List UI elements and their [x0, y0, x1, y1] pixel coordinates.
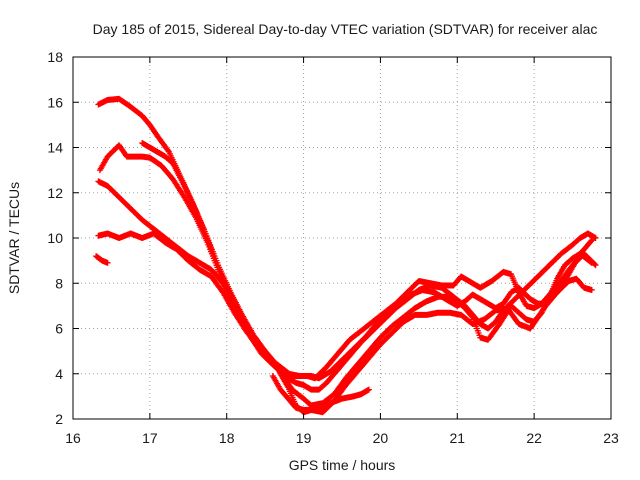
y-tick-label: 12 — [47, 185, 63, 201]
x-tick-label: 23 — [603, 430, 619, 446]
x-tick-label: 21 — [449, 430, 465, 446]
axis-ticks — [72, 56, 612, 420]
x-tick-label: 19 — [296, 430, 312, 446]
series-markers — [95, 230, 595, 382]
y-tick-label: 4 — [55, 366, 63, 382]
grid-lines — [73, 57, 611, 419]
chart-title: Day 185 of 2015, Sidereal Day-to-day VTE… — [93, 21, 598, 37]
series-track-7 — [93, 253, 111, 266]
series-track-5 — [139, 140, 595, 416]
data-series — [93, 95, 599, 416]
x-tick-labels: 16 17 18 19 20 21 22 23 — [65, 430, 619, 446]
y-tick-label: 2 — [55, 411, 63, 427]
series-track-6 — [269, 373, 372, 413]
y-tick-label: 18 — [47, 49, 63, 65]
x-tick-label: 20 — [373, 430, 389, 446]
x-tick-label: 22 — [526, 430, 542, 446]
series-track-2 — [96, 142, 599, 382]
series-markers — [96, 142, 599, 382]
x-tick-label: 18 — [219, 430, 235, 446]
x-tick-label: 17 — [142, 430, 158, 446]
y-tick-label: 10 — [47, 230, 63, 246]
y-tick-labels: 2 4 6 8 10 12 14 16 18 — [47, 49, 63, 427]
series-markers — [139, 140, 595, 416]
x-axis-label: GPS time / hours — [289, 457, 396, 473]
y-tick-label: 6 — [55, 321, 63, 337]
y-tick-label: 16 — [47, 94, 63, 110]
series-markers — [269, 373, 372, 413]
series-track-4 — [95, 230, 595, 382]
x-tick-label: 16 — [65, 430, 81, 446]
y-tick-label: 14 — [47, 140, 63, 156]
y-tick-label: 8 — [55, 275, 63, 291]
series-markers — [93, 253, 111, 266]
y-axis-label: SDTVAR / TECUs — [6, 182, 22, 294]
